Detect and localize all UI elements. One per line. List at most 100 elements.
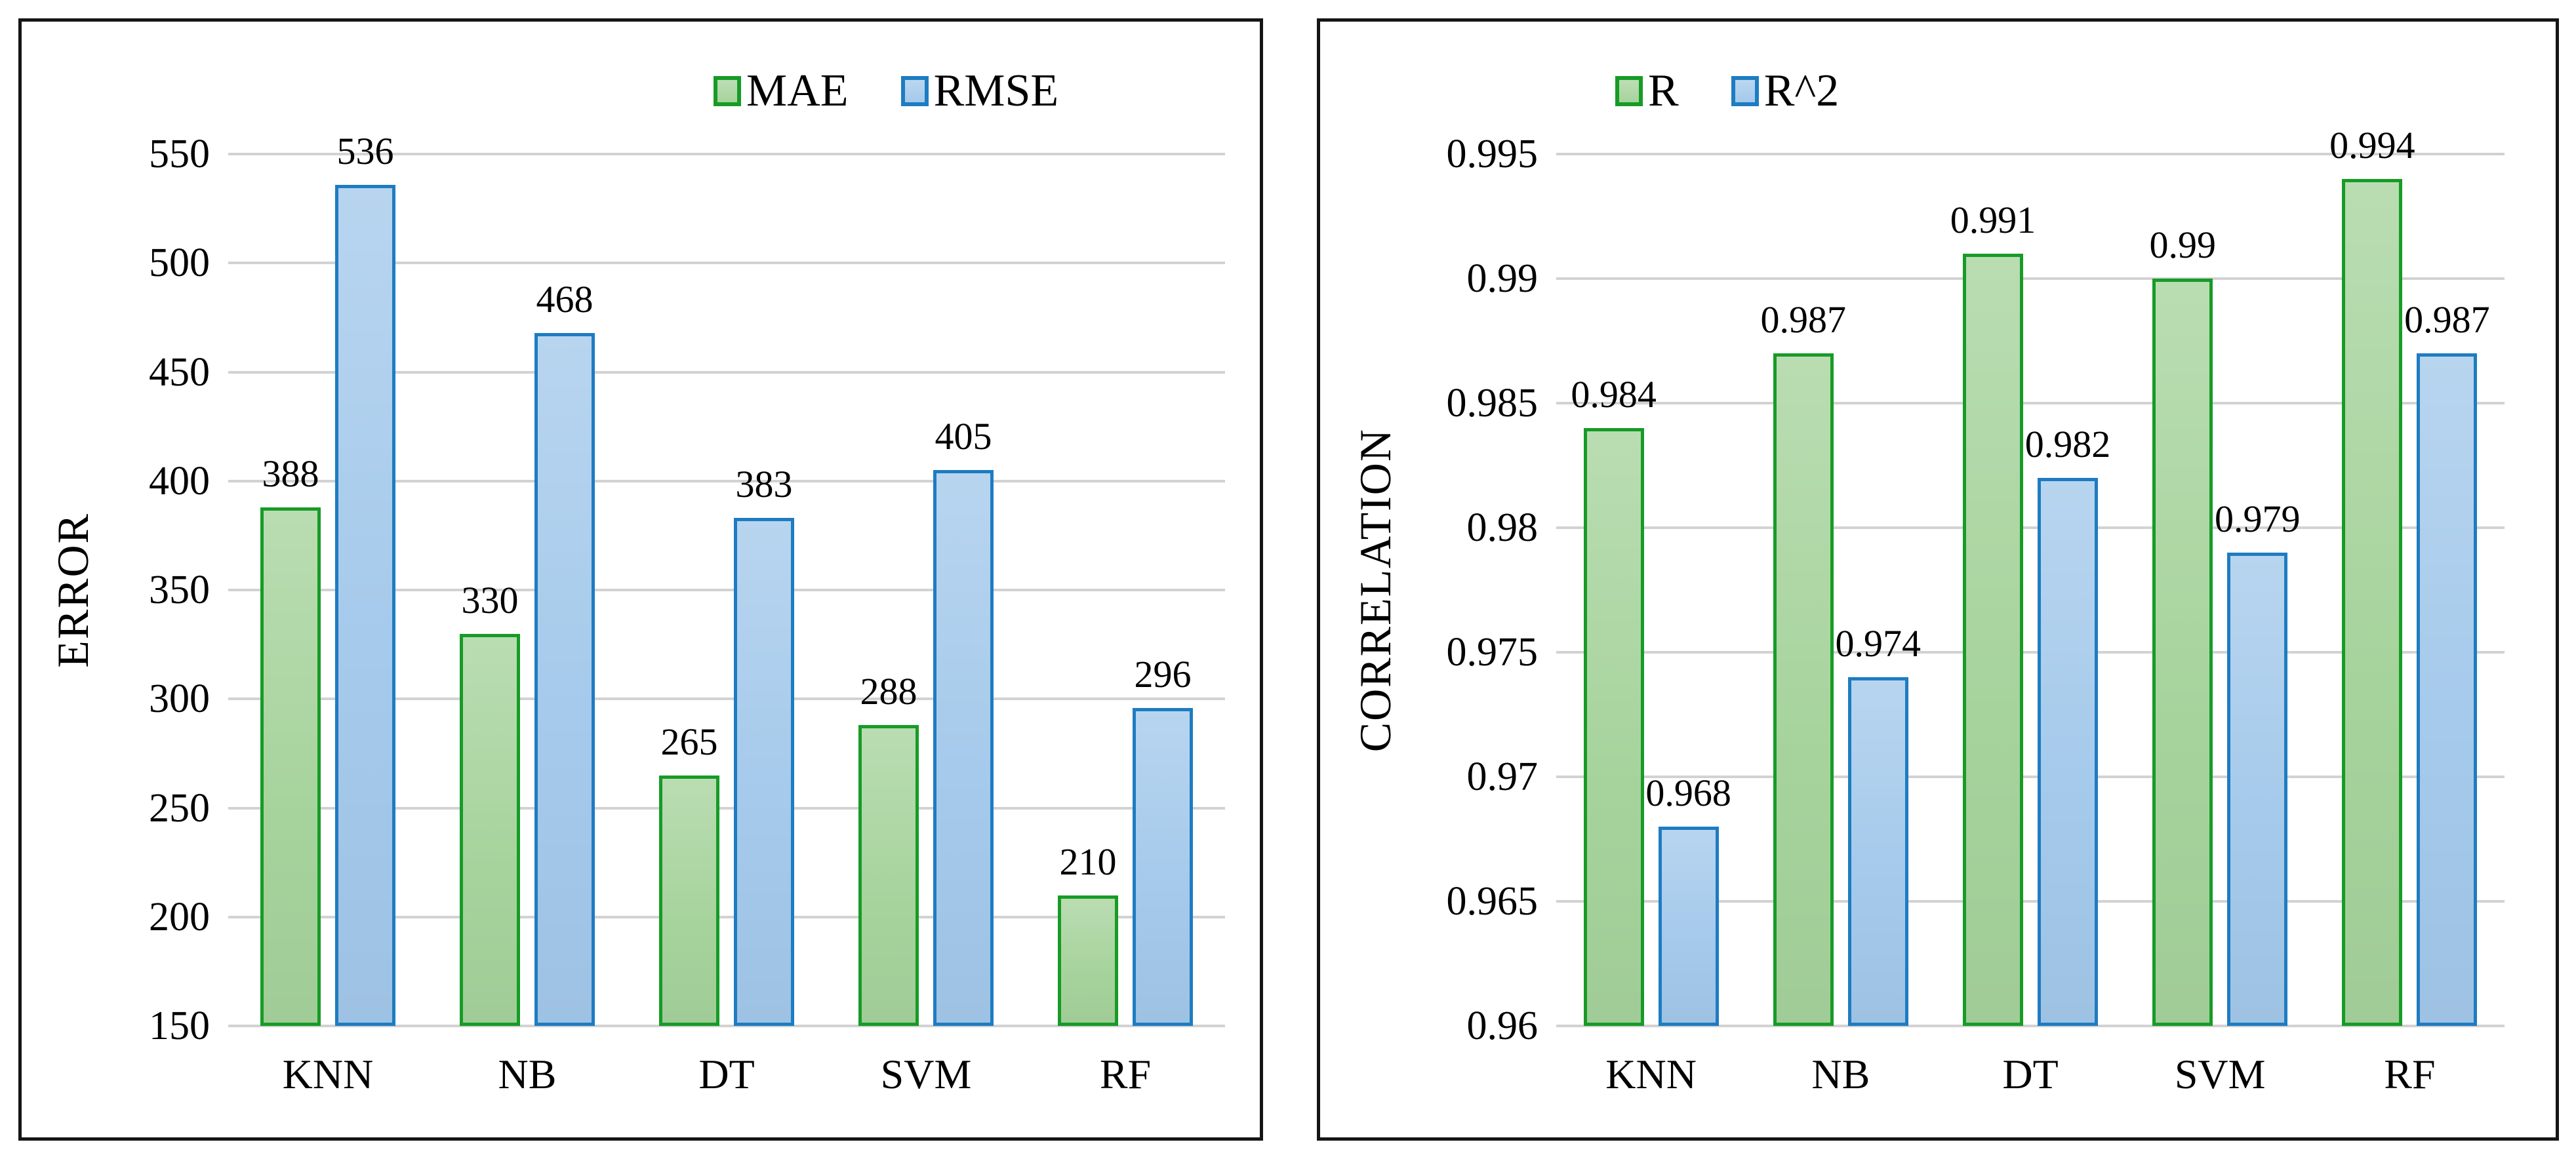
legend-item-r2: R^2 [1731, 66, 1840, 116]
x-axis-category-label: SVM [880, 1051, 972, 1097]
bar-r-svm [2152, 279, 2213, 1026]
data-label: 468 [536, 277, 594, 321]
y-axis-tick-label: 0.985 [1446, 381, 1539, 425]
data-label: 0.987 [1760, 298, 1847, 341]
legend-item-r: R [1615, 66, 1679, 116]
gridline [228, 589, 1225, 591]
bar-rmse-dt [734, 518, 794, 1026]
data-label: 405 [935, 415, 992, 458]
gridline [228, 262, 1225, 265]
error-legend: MAE RMSE [714, 66, 1058, 116]
gridline [1556, 153, 2505, 155]
y-axis-tick-label: 0.96 [1466, 1004, 1539, 1048]
data-label: 0.974 [1835, 622, 1922, 665]
y-axis-tick-label: 0.98 [1466, 505, 1539, 550]
gridline [228, 806, 1225, 810]
bar-r2-nb [1847, 677, 1908, 1026]
gridline [1556, 1025, 2505, 1027]
gridline [1556, 277, 2505, 280]
bar-mae-dt [659, 775, 719, 1026]
bar-rmse-svm [933, 470, 994, 1026]
data-label: 0.968 [1645, 772, 1731, 814]
y-axis-tick-label: 400 [149, 458, 210, 503]
data-label: 265 [660, 720, 718, 763]
bar-rmse-nb [534, 332, 595, 1026]
r-legend-label: R [1648, 66, 1679, 116]
x-axis-category-label: NB [498, 1051, 557, 1097]
bar-r2-knn [1658, 827, 1719, 1026]
bar-mae-rf [1058, 895, 1118, 1026]
x-axis-category-label: RF [2384, 1051, 2436, 1097]
data-label: 0.994 [2329, 124, 2415, 167]
y-axis-tick-label: 0.97 [1466, 755, 1539, 799]
x-axis-category-label: KNN [282, 1051, 374, 1097]
mae-legend-label: MAE [746, 66, 849, 116]
y-axis-tick-label: 0.99 [1466, 256, 1539, 301]
y-axis-tick-label: 500 [149, 241, 210, 286]
y-axis-tick-label: 0.975 [1446, 630, 1539, 675]
data-label: 330 [461, 578, 519, 621]
data-label: 0.991 [1950, 199, 2036, 241]
gridline [1556, 900, 2505, 903]
r2-swatch-icon [1731, 76, 1759, 106]
x-axis-category-label: SVM [2174, 1051, 2266, 1097]
y-axis-tick-label: 200 [149, 894, 210, 939]
y-axis-tick-label: 0.995 [1446, 132, 1539, 176]
correlation-y-axis-title: CORRELATION [1350, 427, 1400, 753]
data-label: 0.984 [1571, 373, 1657, 416]
data-label: 296 [1134, 652, 1192, 696]
data-label: 0.982 [2024, 423, 2111, 465]
x-axis-category-label: DT [698, 1051, 755, 1097]
legend-item-mae: MAE [714, 66, 849, 116]
gridline [228, 915, 1225, 918]
x-axis-category-label: NB [1811, 1051, 1870, 1097]
y-axis-tick-label: 550 [149, 132, 210, 176]
x-axis-category-label: KNN [1605, 1051, 1697, 1097]
r2-legend-label: R^2 [1763, 66, 1840, 116]
bar-mae-nb [460, 633, 520, 1026]
gridline [228, 153, 1225, 155]
bar-r-knn [1583, 428, 1644, 1026]
rmse-swatch-icon [900, 76, 929, 106]
r-swatch-icon [1615, 76, 1643, 106]
gridline [228, 1025, 1225, 1027]
bar-r-nb [1773, 353, 1834, 1026]
data-label: 0.979 [2214, 498, 2301, 540]
data-label: 288 [860, 670, 917, 713]
rmse-legend-label: RMSE [933, 66, 1059, 116]
data-label: 0.987 [2404, 298, 2490, 341]
y-axis-tick-label: 0.965 [1446, 879, 1539, 924]
y-axis-tick-label: 300 [149, 677, 210, 722]
y-axis-tick-label: 450 [149, 349, 210, 395]
correlation-chart-panel: CORRELATION R R^2 0.995 0.99 0.985 0.98 0.97… [1317, 18, 2559, 1141]
error-chart-panel: ERROR MAE RMSE 550 500 450 400 350 300 250 200 1… [18, 18, 1263, 1141]
gridline [1556, 651, 2505, 654]
x-axis-category-label: DT [2002, 1051, 2059, 1097]
bar-r2-rf [2417, 353, 2478, 1026]
legend-item-rmse: RMSE [900, 66, 1059, 116]
bar-rmse-rf [1133, 707, 1193, 1026]
y-axis-tick-label: 350 [149, 568, 210, 612]
y-axis-tick-label: 150 [149, 1004, 210, 1048]
gridline [228, 370, 1225, 374]
gridline [228, 479, 1225, 482]
gridline [1556, 776, 2505, 778]
data-label: 0.99 [2149, 224, 2216, 266]
data-label: 383 [735, 463, 793, 506]
mae-swatch-icon [714, 76, 741, 106]
x-axis-category-label: RF [1099, 1051, 1152, 1097]
data-label: 536 [336, 129, 394, 172]
bar-r-rf [2342, 179, 2403, 1026]
gridline [1556, 402, 2505, 404]
bar-mae-knn [260, 507, 321, 1026]
gridline [1556, 526, 2505, 529]
data-label: 388 [262, 452, 319, 495]
bar-r-dt [1963, 254, 2023, 1026]
gridline [228, 697, 1225, 701]
bar-mae-svm [858, 725, 919, 1026]
data-label: 210 [1059, 840, 1117, 883]
bar-r2-svm [2227, 553, 2288, 1026]
correlation-legend: R R^2 [1615, 66, 1839, 116]
bar-r2-dt [2038, 478, 2098, 1026]
bar-rmse-knn [335, 184, 395, 1026]
